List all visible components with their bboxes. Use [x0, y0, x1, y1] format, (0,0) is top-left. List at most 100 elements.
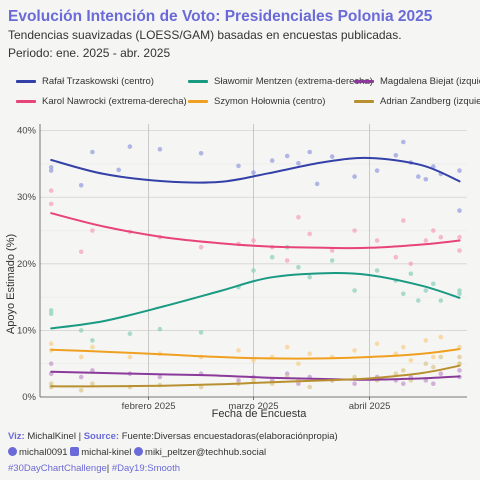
poll-point-series-1 — [48, 201, 54, 207]
poll-point-series-0 — [393, 153, 399, 158]
poll-point-series-2 — [374, 268, 380, 273]
poll-point-series-5 — [48, 381, 54, 387]
poll-point-series-1 — [284, 258, 290, 263]
poll-point-series-0 — [198, 151, 204, 156]
linkedin-handle[interactable]: michal-kinel — [81, 447, 132, 458]
poll-point-series-4 — [296, 381, 301, 387]
poll-point-series-2 — [157, 326, 163, 332]
hashtag-challenge[interactable]: #30DayChartChallenge — [8, 463, 107, 474]
poll-point-series-3 — [408, 358, 414, 363]
source-text: Fuente:Diversas encuestadoras(elaboració… — [121, 431, 338, 442]
x-tick-label: marzo 2025 — [228, 401, 278, 412]
legend-label: Szymon Hołownia (centro) — [214, 96, 326, 107]
poll-point-series-2 — [269, 254, 275, 260]
poll-point-series-0 — [157, 147, 163, 152]
poll-point-series-2 — [438, 298, 444, 303]
viz-label: Viz: — [8, 431, 25, 442]
poll-point-series-1 — [374, 238, 380, 243]
poll-point-series-2 — [307, 274, 313, 280]
poll-point-series-3 — [90, 344, 95, 350]
poll-point-series-3 — [401, 344, 406, 350]
trend-line-series-3 — [50, 348, 461, 360]
poll-point-series-0 — [352, 174, 357, 179]
y-tick-label: 40% — [17, 126, 37, 137]
poll-point-series-1 — [423, 238, 429, 243]
y-tick-label: 30% — [17, 192, 37, 203]
poll-point-series-3 — [48, 341, 54, 346]
poll-point-series-0 — [416, 174, 421, 179]
poll-point-series-4 — [431, 381, 436, 387]
poll-point-series-1 — [438, 234, 444, 240]
poll-point-series-2 — [457, 291, 462, 297]
legend-item-nawrocki: Karol Nawrocki (extrema-derecha) — [16, 96, 187, 107]
trend-line-series-0 — [50, 156, 461, 184]
poll-point-series-5 — [431, 364, 436, 370]
poll-point-series-1 — [457, 234, 462, 240]
poll-point-series-0 — [457, 208, 462, 213]
poll-point-series-2 — [329, 258, 335, 263]
poll-point-series-5 — [90, 381, 95, 387]
poll-point-series-1 — [198, 244, 204, 250]
poll-point-series-4 — [78, 374, 84, 380]
poll-point-series-1 — [296, 214, 301, 220]
x-tick-label: abril 2025 — [349, 401, 391, 412]
poll-point-series-1 — [431, 228, 436, 233]
poll-point-series-4 — [457, 368, 462, 373]
poll-point-series-3 — [374, 341, 380, 346]
poll-point-series-0 — [90, 149, 95, 155]
hashtag-day[interactable]: #Day19:Smooth — [111, 463, 180, 474]
poll-point-series-0 — [251, 170, 256, 175]
github-handle[interactable]: michal0091 — [19, 447, 68, 458]
poll-point-series-0 — [307, 149, 313, 155]
poll-point-series-1 — [251, 238, 256, 243]
trend-line-series-4 — [50, 370, 461, 381]
poll-point-series-3 — [431, 354, 436, 360]
legend-swatch — [16, 80, 36, 83]
mastodon-handle[interactable]: miki_peltzer@techhub.social — [145, 447, 267, 458]
poll-point-series-5 — [438, 354, 444, 360]
poll-point-series-4 — [284, 371, 290, 377]
hashtags-line: #30DayChartChallenge| #Day19:Smooth — [8, 463, 180, 474]
legend-swatch — [16, 100, 36, 103]
poll-point-series-1 — [393, 254, 399, 260]
poll-point-series-5 — [251, 378, 256, 383]
y-tick-label: 0% — [22, 392, 36, 403]
chart-subtitle: Tendencias suavizadas (LOESS/GAM) basada… — [8, 28, 402, 42]
x-tick-label: febrero 2025 — [122, 401, 176, 412]
poll-point-series-2 — [457, 288, 462, 293]
poll-point-series-4 — [352, 381, 357, 387]
legend-label: Rafał Trzaskowski (centro) — [42, 76, 154, 87]
viz-author: MichalKinel — [27, 431, 76, 442]
poll-point-series-0 — [116, 167, 121, 173]
poll-point-series-2 — [48, 308, 54, 313]
poll-point-series-1 — [401, 218, 406, 223]
poll-point-series-0 — [401, 139, 406, 145]
poll-point-series-2 — [251, 268, 256, 273]
poll-point-series-2 — [127, 331, 133, 336]
chart-period: Periodo: ene. 2025 - abr. 2025 — [8, 46, 171, 60]
poll-point-series-0 — [48, 165, 54, 170]
poll-point-series-2 — [48, 311, 54, 317]
legend-swatch — [188, 100, 208, 103]
source-label: Source: — [83, 431, 120, 442]
github-icon — [8, 447, 17, 456]
y-tick-label: 10% — [17, 325, 37, 336]
x-axis-label: Fecha de Encuesta — [212, 408, 308, 420]
poll-point-series-5 — [78, 388, 84, 393]
y-tick-label: 20% — [17, 259, 37, 270]
social-line: michal0091 michal-kinel miki_peltzer@tec… — [8, 447, 266, 458]
legend-swatch — [354, 80, 374, 83]
poll-point-series-0 — [457, 168, 462, 173]
trend-line-series-2 — [50, 271, 461, 330]
poll-point-series-5 — [307, 384, 313, 390]
poll-point-series-0 — [423, 177, 429, 182]
poll-point-series-4 — [401, 381, 406, 387]
poll-point-series-4 — [90, 368, 95, 373]
trend-line-series-1 — [50, 212, 461, 250]
poll-point-series-5 — [457, 354, 462, 360]
poll-point-series-2 — [90, 338, 95, 343]
poll-point-series-1 — [408, 261, 414, 267]
axes: 0% 10% 20% 30% 40% febrero 2025 marzo 2025 abri… — [17, 124, 467, 412]
mastodon-icon — [134, 447, 144, 456]
trend-lines — [50, 156, 461, 388]
